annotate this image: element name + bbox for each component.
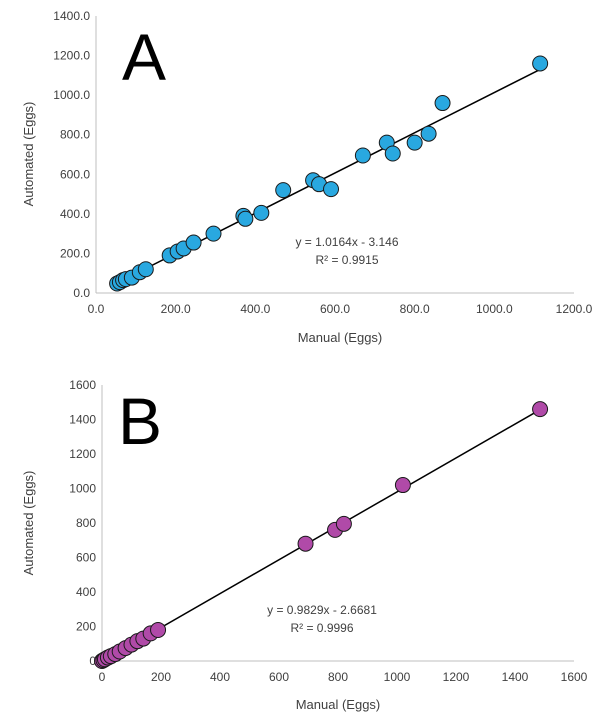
y-tick-label: 1000.0	[53, 88, 90, 102]
x-tick-label: 600	[269, 670, 289, 684]
x-tick-label: 800	[328, 670, 348, 684]
y-tick-label: 600	[76, 551, 96, 565]
x-tick-label: 400.0	[240, 302, 270, 316]
data-point	[237, 210, 254, 227]
panel-b-label: B	[118, 384, 162, 458]
panel-b-r-squared: R² = 0.9996	[290, 621, 353, 635]
y-tick-label: 1600	[69, 378, 96, 392]
x-tick-label: 600.0	[320, 302, 350, 316]
x-tick-label: 1200	[443, 670, 470, 684]
x-tick-label: 1000.0	[476, 302, 513, 316]
x-tick-label: 0.0	[88, 302, 105, 316]
data-point	[275, 182, 292, 199]
panel-b-x-axis-title: Manual (Eggs)	[296, 697, 381, 712]
y-tick-label: 1400	[69, 413, 96, 427]
data-point	[384, 145, 401, 162]
x-tick-label: 800.0	[400, 302, 430, 316]
y-tick-label: 200	[76, 620, 96, 634]
data-point	[297, 535, 314, 552]
data-point	[434, 95, 451, 112]
panel-a-y-axis-title: Automated (Eggs)	[21, 102, 36, 207]
panel-b-equation: y = 0.9829x - 2.6681	[267, 603, 377, 617]
y-tick-label: 0.0	[73, 286, 90, 300]
x-tick-label: 1200.0	[556, 302, 593, 316]
y-tick-label: 1200	[69, 447, 96, 461]
panel-a-axes	[95, 16, 574, 294]
x-tick-label: 0	[99, 670, 106, 684]
data-point	[205, 225, 222, 242]
panel-a-equation: y = 1.0164x - 3.146	[295, 235, 398, 249]
data-point	[354, 147, 371, 164]
y-tick-label: 800	[76, 516, 96, 530]
panel-b-tick-labels: 0 200 400 600 800 1000 1200 1400 1600 0 200 400 600 8…	[69, 378, 587, 684]
data-point	[532, 401, 549, 418]
data-point	[406, 134, 423, 151]
data-point	[253, 204, 270, 221]
data-point	[420, 125, 437, 142]
x-tick-label: 200.0	[161, 302, 191, 316]
x-tick-label: 1400	[502, 670, 529, 684]
y-tick-label: 800.0	[60, 128, 90, 142]
panel-a-scatter-chart: A 0.0 200.0 400.0 600.0 800.0 1000.0 1200.00.0…	[21, 9, 593, 345]
data-point	[335, 515, 352, 532]
panel-a-x-axis-title: Manual (Eggs)	[298, 330, 383, 345]
y-tick-label: 400	[76, 585, 96, 599]
x-tick-label: 1000	[384, 670, 411, 684]
panel-b-y-axis-title: Automated (Eggs)	[21, 471, 36, 576]
panel-a-r-squared: R² = 0.9915	[315, 253, 378, 267]
panel-a-label: A	[122, 20, 166, 94]
panel-a-points	[109, 55, 549, 292]
x-tick-label: 1600	[561, 670, 588, 684]
panel-a-tick-labels: 0.0 200.0 400.0 600.0 800.0 1000.0 1200.0 0.0 20…	[53, 9, 592, 316]
panel-b-trendline	[101, 409, 541, 663]
panel-b-points	[94, 401, 549, 669]
data-point	[394, 477, 411, 494]
y-tick-label: 1200.0	[53, 49, 90, 63]
data-point	[185, 234, 202, 251]
x-tick-label: 400	[210, 670, 230, 684]
y-tick-label: 200.0	[60, 246, 90, 260]
y-tick-label: 600.0	[60, 167, 90, 181]
y-tick-label: 400.0	[60, 207, 90, 221]
data-point	[532, 55, 549, 72]
y-tick-label: 1400.0	[53, 9, 90, 23]
y-tick-label: 0	[89, 654, 96, 668]
x-tick-label: 200	[151, 670, 171, 684]
panel-b-axes	[101, 385, 574, 662]
y-tick-label: 1000	[69, 482, 96, 496]
panel-b-scatter-chart: B 0 200 400 600 800 1000 1200 1400 1600 0 200 400 60…	[21, 378, 588, 712]
data-point	[137, 261, 154, 278]
data-point	[150, 621, 167, 638]
data-point	[323, 181, 340, 198]
